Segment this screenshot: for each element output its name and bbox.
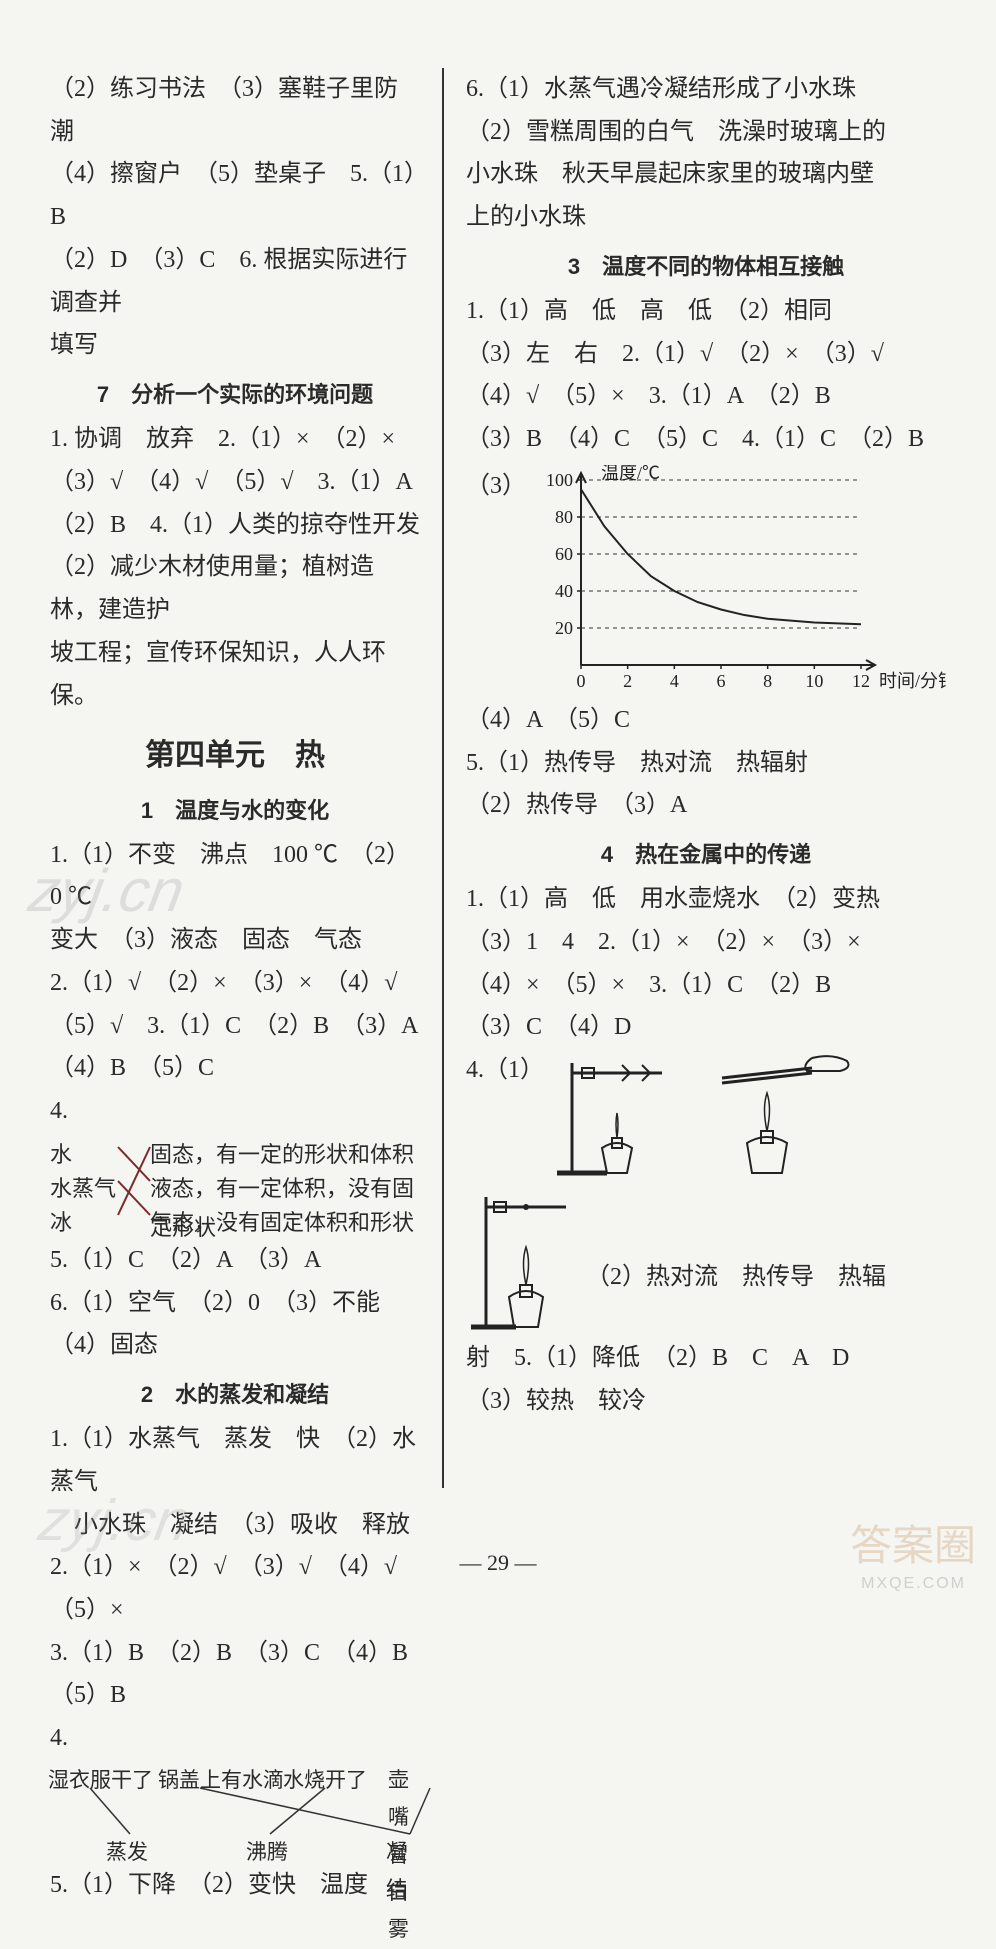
text-line: （4）A （5）C [466, 699, 946, 742]
text-line: 4. [50, 1090, 420, 1133]
section-title-1: 1 温度与水的变化 [50, 791, 420, 830]
text-line: （2）D （3）C 6. 根据实际进行调查并 [50, 239, 420, 324]
unit-title: 第四单元 热 [50, 729, 420, 782]
text-line: （2）练习书法 （3）塞鞋子里防潮 [50, 68, 420, 153]
match-top-item: 锅盖上有水滴 [158, 1762, 284, 1799]
right-column: 6.（1）水蒸气遇冷凝结形成了小水珠 （2）雪糕周围的白气 洗澡时玻璃上的 小水… [466, 68, 946, 1488]
text-line: （2）雪糕周围的白气 洗澡时玻璃上的 [466, 111, 946, 154]
text-line: （4）× （5）× 3.（1）C （2）B [466, 964, 946, 1007]
text-line: （4）√ （5）× 3.（1）A （2）B [466, 375, 946, 418]
text-line: 1. 协调 放弃 2.（1）× （2）× [50, 418, 420, 461]
page-number: — 29 — [0, 1543, 996, 1582]
text-line: （2）热传导 （3）A [466, 784, 946, 827]
text-line: （2）减少木材使用量；植树造林，建造护 [50, 546, 420, 631]
text-line: 1.（1）高 低 用水壶烧水 （2）变热 [466, 878, 946, 921]
spirit-lamp-stand-icon [466, 1187, 576, 1337]
text-line: 6.（1）水蒸气遇冷凝结形成了小水珠 [466, 68, 946, 111]
hand-heating-icon [712, 1053, 862, 1183]
text-line: 变大 （3）液态 固态 气态 [50, 919, 420, 962]
text-line: （3） [466, 465, 526, 508]
svg-text:60: 60 [555, 544, 573, 564]
match-left-item: 冰 [50, 1203, 72, 1242]
text-line: 4. [50, 1717, 420, 1760]
text-line: （3）B （4）C （5）C 4.（1）C （2）B [466, 418, 946, 461]
svg-text:40: 40 [555, 581, 573, 601]
text-line: 2.（1）√ （2）× （3）× （4）√ [50, 962, 420, 1005]
text-line: （2）热对流 热传导 热辐 [586, 1256, 886, 1337]
temperature-time-chart: 20 40 60 80 100 0 2 4 6 8 10 12 温度/℃ 时间/分钟 [526, 465, 946, 695]
text-line: 5.（1）热传导 热对流 热辐射 [466, 742, 946, 785]
text-line: 填写 [50, 324, 420, 367]
text-line: （4）B （5）C [50, 1047, 420, 1090]
line-chart-icon: 20 40 60 80 100 0 2 4 6 8 10 12 温度/℃ 时间/分钟 [526, 465, 946, 695]
svg-text:80: 80 [555, 507, 573, 527]
text-line: 6.（1）空气 （2）0 （3）不能 （4）固态 [50, 1282, 420, 1367]
match-bottom-item: 沸腾 [246, 1834, 288, 1871]
svg-text:8: 8 [763, 671, 772, 691]
text-line: 1.（1）高 低 高 低 （2）相同 [466, 290, 946, 333]
svg-text:100: 100 [546, 470, 573, 490]
match-bottom-item: 凝结 [386, 1834, 420, 1909]
matching-diagram-1: 水水蒸气冰 固态，有一定的形状和体积液态，有一定体积，没有固定形状气态，没有固定… [50, 1135, 420, 1237]
section-title-7: 7 分析一个实际的环境问题 [50, 375, 420, 414]
text-line: 4.（1） [466, 1049, 544, 1092]
text-line: （5）√ 3.（1）C （2）B （3）A [50, 1005, 420, 1048]
text-line: （2）B 4.（1）人类的掠夺性开发 [50, 504, 420, 547]
svg-text:20: 20 [555, 618, 573, 638]
match-right-item: 气态，没有固定体积和形状 [150, 1203, 414, 1242]
svg-text:时间/分钟: 时间/分钟 [879, 671, 946, 691]
text-line: 1.（1）水蒸气 蒸发 快 （2）水蒸气 [50, 1418, 420, 1503]
section-title-3: 3 温度不同的物体相互接触 [466, 247, 946, 286]
text-line: 1.（1）不变 沸点 100 ℃ （2）0 ℃ [50, 834, 420, 919]
svg-text:12: 12 [852, 671, 870, 691]
column-divider [442, 68, 444, 1488]
spirit-lamp-stand-icon [552, 1053, 672, 1183]
match-bottom-item: 蒸发 [106, 1834, 148, 1871]
text-line: 上的小水珠 [466, 196, 946, 239]
match-top-item: 湿衣服干了 [48, 1762, 153, 1799]
text-line: （3）较热 较冷 [466, 1380, 946, 1423]
text-line: （3）C （4）D [466, 1006, 946, 1049]
text-line: 射 5.（1）降低 （2）B C A D [466, 1337, 946, 1380]
text-line: （3）1 4 2.（1）× （2）× （3）× [466, 921, 946, 964]
text-line: 坡工程；宣传环保知识，人人环保。 [50, 632, 420, 717]
svg-text:4: 4 [670, 671, 679, 691]
text-line: 3.（1）B （2）B （3）C （4）B （5）B [50, 1632, 420, 1717]
svg-text:2: 2 [623, 671, 632, 691]
svg-text:6: 6 [717, 671, 726, 691]
left-column: （2）练习书法 （3）塞鞋子里防潮 （4）擦窗户 （5）垫桌子 5.（1）B （… [50, 68, 420, 1488]
svg-text:温度/℃: 温度/℃ [601, 465, 660, 483]
matching-diagram-2: 湿衣服干了锅盖上有水滴水烧开了壶嘴冒白雾 蒸发沸腾凝结 [50, 1762, 420, 1862]
svg-text:10: 10 [805, 671, 823, 691]
text-line: （3）√ （4）√ （5）√ 3.（1）A [50, 461, 420, 504]
svg-text:0: 0 [577, 671, 586, 691]
text-line: （5）× [50, 1589, 420, 1632]
text-line: （4）擦窗户 （5）垫桌子 5.（1）B [50, 153, 420, 238]
match-top-item: 水烧开了 [283, 1762, 367, 1799]
section-title-4: 4 热在金属中的传递 [466, 835, 946, 874]
text-line: （3）左 右 2.（1）√ （2）× （3）√ [466, 333, 946, 376]
text-line: 小水珠 秋天早晨起床家里的玻璃内壁 [466, 153, 946, 196]
section-title-2: 2 水的蒸发和凝结 [50, 1375, 420, 1414]
text-line: 小水珠 凝结 （3）吸收 释放 [50, 1504, 420, 1547]
